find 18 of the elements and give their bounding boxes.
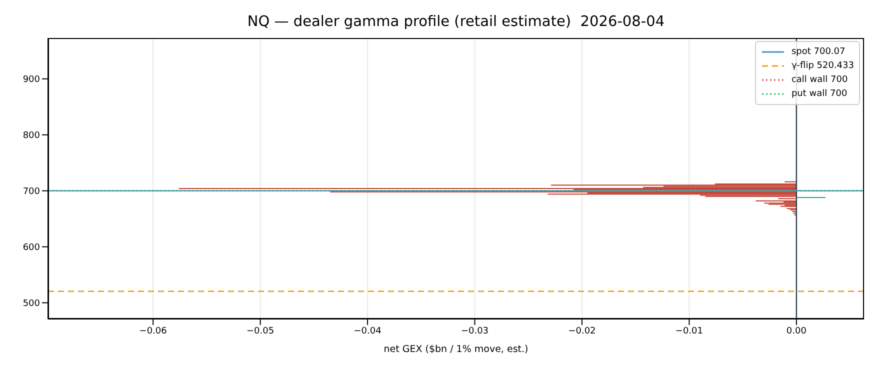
y-tick-label: 800 [22,131,40,142]
legend-label: put wall 700 [791,89,848,99]
x-tick-label: −0.02 [568,326,596,336]
y-tick-label: 600 [22,242,40,253]
x-tick-label: −0.04 [354,326,382,336]
x-tick-label: −0.05 [246,326,274,336]
x-tick-label: −0.06 [139,326,168,336]
x-axis-title: net GEX ($bn / 1% move, est.) [384,344,528,355]
x-tick-label: −0.01 [675,326,704,336]
x-tick-label: −0.03 [460,326,489,336]
chart-title: NQ — dealer gamma profile (retail estimate) 2026-08-04 [246,14,666,30]
legend-label: spot 700.07 [791,47,846,57]
x-tick-label: 0.00 [786,326,807,336]
legend-label: γ-flip 520.433 [791,61,854,71]
y-tick-label: 900 [22,75,40,86]
y-tick-label: 500 [22,298,40,309]
legend-label: call wall 700 [791,75,848,85]
y-tick-label: 700 [22,187,40,198]
